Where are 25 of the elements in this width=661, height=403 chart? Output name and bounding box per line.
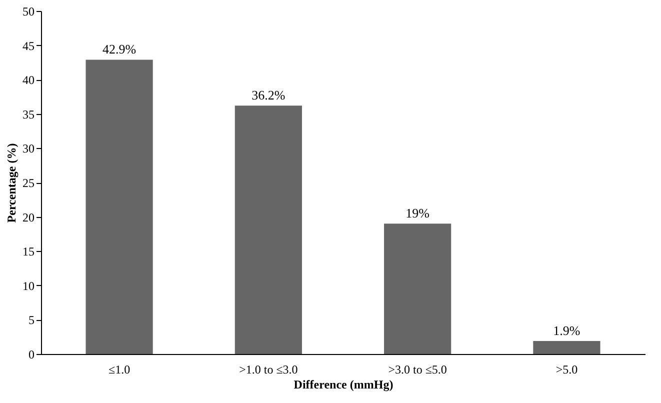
bar xyxy=(384,224,452,354)
x-axis-title: Difference (mmHg) xyxy=(294,378,394,392)
x-tick-label: >1.0 to ≤3.0 xyxy=(239,362,298,376)
bar xyxy=(533,340,600,354)
y-tick-label: 25 xyxy=(22,176,34,190)
y-axis-title: Percentage (%) xyxy=(4,143,18,223)
y-tick-label: 50 xyxy=(22,4,34,18)
data-label: 42.9% xyxy=(102,42,136,57)
y-tick-label: 20 xyxy=(22,210,34,224)
y-tick-label: 35 xyxy=(22,107,34,122)
bar xyxy=(86,60,153,354)
data-label: 1.9% xyxy=(553,322,580,338)
data-label: 36.2% xyxy=(252,88,286,103)
y-tick-label: 15 xyxy=(22,244,34,259)
x-tick-label: ≤1.0 xyxy=(108,362,130,376)
y-tick-label: 10 xyxy=(22,278,34,293)
x-tick-label: >5.0 xyxy=(556,362,578,376)
y-tick-label: 40 xyxy=(22,73,34,88)
data-label: 19% xyxy=(406,206,430,221)
x-tick-label: >3.0 to ≤5.0 xyxy=(388,362,447,376)
y-tick-label: 0 xyxy=(28,348,34,362)
bar xyxy=(234,106,302,354)
y-tick-label: 30 xyxy=(22,142,34,156)
y-tick-label: 45 xyxy=(22,38,34,53)
y-tick-label: 5 xyxy=(28,313,34,328)
